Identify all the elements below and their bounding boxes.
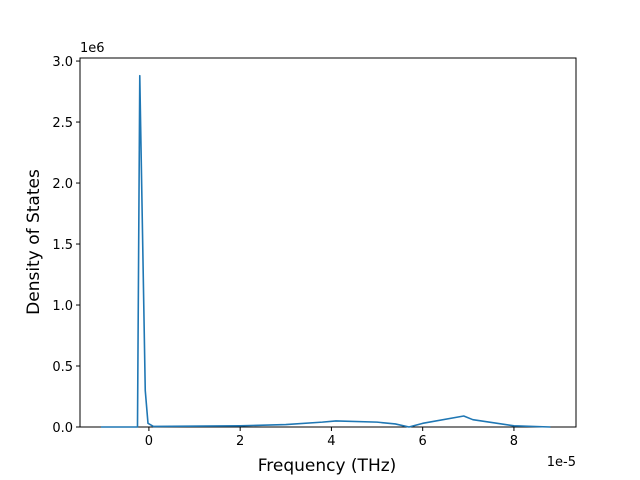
x-tick-label: 0 xyxy=(145,434,153,449)
y-tick-label: 1.0 xyxy=(52,299,73,314)
y-tick-label: 1.5 xyxy=(52,238,73,253)
x-axis-label: Frequency (THz) xyxy=(258,456,397,476)
x-tick-label: 8 xyxy=(510,434,518,449)
x-tick-label: 2 xyxy=(236,434,244,449)
x-offset-label: 1e-5 xyxy=(547,455,576,470)
y-tick-label: 2.5 xyxy=(52,116,73,131)
data-line xyxy=(100,74,551,428)
x-tick-label: 4 xyxy=(327,434,335,449)
y-tick-label: 0.0 xyxy=(52,421,73,436)
x-tick-label: 6 xyxy=(419,434,427,449)
y-axis-label: Density of States xyxy=(24,169,44,315)
y-tick-label: 0.5 xyxy=(52,360,73,375)
plot-frame xyxy=(79,57,577,428)
y-offset-label: 1e6 xyxy=(80,41,105,56)
y-tick-label: 2.0 xyxy=(52,177,73,192)
y-tick-label: 3.0 xyxy=(52,55,73,70)
